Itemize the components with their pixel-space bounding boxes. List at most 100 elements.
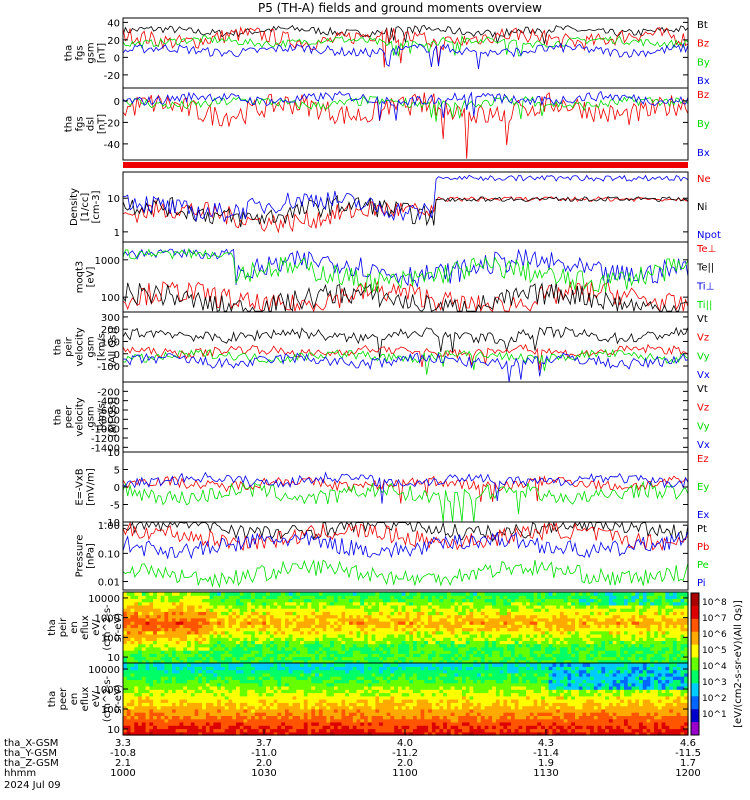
heatmap-cell bbox=[175, 601, 181, 606]
heatmap-cell bbox=[194, 715, 199, 720]
heatmap-cell bbox=[315, 604, 320, 609]
heatmap-cell bbox=[552, 637, 557, 641]
heatmap-cell bbox=[499, 624, 505, 629]
series-pe-line bbox=[122, 559, 689, 589]
heatmap-cell bbox=[288, 634, 294, 638]
heatmap-cell bbox=[352, 592, 358, 596]
heatmap-cell bbox=[269, 643, 275, 648]
heatmap-cell bbox=[480, 614, 486, 619]
heatmap-cell bbox=[401, 630, 407, 635]
heatmap-cell bbox=[552, 621, 557, 625]
heatmap-cell bbox=[616, 656, 621, 661]
heatmap-cell bbox=[134, 682, 139, 687]
heatmap-cell bbox=[330, 592, 335, 596]
heatmap-cell bbox=[262, 721, 267, 726]
heatmap-cell bbox=[435, 604, 440, 609]
heatmap-cell bbox=[379, 604, 384, 609]
heatmap-cell bbox=[446, 627, 452, 632]
heatmap-cell bbox=[337, 634, 343, 638]
heatmap-cell bbox=[179, 705, 184, 710]
heatmap-cell bbox=[194, 617, 199, 622]
heatmap-cell bbox=[183, 682, 188, 687]
heatmap-cell bbox=[567, 637, 572, 641]
heatmap-cell bbox=[149, 725, 154, 730]
heatmap-cell bbox=[586, 604, 591, 609]
heatmap-cell bbox=[601, 604, 606, 609]
heatmap-cell bbox=[315, 637, 320, 641]
heatmap-cell bbox=[179, 679, 184, 684]
heatmap-cell bbox=[450, 604, 456, 609]
heatmap-cell bbox=[141, 598, 147, 603]
heatmap-cell bbox=[209, 699, 214, 703]
heatmap-cell bbox=[232, 708, 237, 713]
heatmap-cell bbox=[149, 669, 154, 674]
heatmap-cell bbox=[247, 695, 252, 700]
heatmap-cell bbox=[333, 608, 339, 612]
heatmap-cell bbox=[620, 598, 625, 603]
heatmap-cell bbox=[311, 653, 316, 658]
heatmap-cell bbox=[228, 611, 233, 616]
heatmap-cell bbox=[605, 611, 610, 616]
heatmap-cell bbox=[669, 598, 674, 603]
heatmap-cell bbox=[202, 669, 207, 674]
legend-ti||: Ti|| bbox=[696, 300, 712, 311]
heatmap-cell bbox=[544, 592, 550, 596]
heatmap-cell bbox=[345, 699, 350, 703]
heatmap-cell bbox=[311, 624, 316, 629]
heatmap-cell bbox=[360, 608, 365, 612]
heatmap-cell bbox=[269, 705, 275, 710]
heatmap-cell bbox=[398, 643, 403, 648]
heatmap-cell bbox=[495, 627, 501, 632]
heatmap-cell bbox=[371, 731, 376, 736]
heatmap-cell bbox=[345, 624, 350, 629]
series-ey-line bbox=[122, 480, 689, 523]
heatmap-cell bbox=[247, 659, 252, 664]
heatmap-cell bbox=[390, 621, 395, 625]
heatmap-cell bbox=[435, 637, 440, 641]
heatmap-cell bbox=[311, 685, 316, 690]
heatmap-cell bbox=[676, 595, 682, 599]
heatmap-cell bbox=[273, 595, 279, 599]
heatmap-cell bbox=[183, 621, 188, 625]
heatmap-cell bbox=[518, 634, 523, 638]
heatmap-cell bbox=[575, 601, 580, 606]
heatmap-cell bbox=[669, 637, 674, 641]
heatmap-cell bbox=[386, 601, 392, 606]
heatmap-cell bbox=[669, 653, 674, 658]
heatmap-cell bbox=[322, 679, 327, 684]
heatmap-cell bbox=[382, 604, 388, 609]
heatmap-cell bbox=[548, 621, 553, 625]
heatmap-cell bbox=[224, 595, 230, 599]
heatmap-cell bbox=[548, 614, 553, 619]
heatmap-cell bbox=[386, 614, 392, 619]
heatmap-cell bbox=[593, 653, 599, 658]
heatmap-cell bbox=[526, 604, 531, 609]
heatmap-cell bbox=[413, 634, 418, 638]
heatmap-cell bbox=[262, 685, 267, 690]
heatmap-cell bbox=[145, 669, 150, 674]
heatmap-cell bbox=[488, 634, 493, 638]
heatmap-cell bbox=[511, 592, 516, 596]
heatmap-cell bbox=[435, 650, 440, 654]
heatmap-cell bbox=[307, 705, 312, 710]
heatmap-cell bbox=[676, 650, 682, 654]
heatmap-cell bbox=[522, 634, 527, 638]
heatmap-cell bbox=[134, 718, 139, 723]
heatmap-cell bbox=[507, 630, 512, 635]
y-label-line: [mV/m] bbox=[86, 468, 97, 506]
heatmap-cell bbox=[337, 646, 343, 651]
heatmap-cell bbox=[435, 621, 440, 625]
heatmap-cell bbox=[533, 598, 538, 603]
heatmap-cell bbox=[141, 682, 147, 687]
heatmap-cell bbox=[126, 659, 132, 664]
heatmap-cell bbox=[190, 646, 196, 651]
heatmap-cell bbox=[179, 653, 184, 658]
heatmap-cell bbox=[469, 598, 474, 603]
heatmap-cell bbox=[367, 630, 373, 635]
heatmap-cell bbox=[661, 637, 666, 641]
heatmap-cell bbox=[379, 630, 384, 635]
heatmap-cell bbox=[303, 624, 309, 629]
heatmap-cell bbox=[364, 721, 369, 726]
